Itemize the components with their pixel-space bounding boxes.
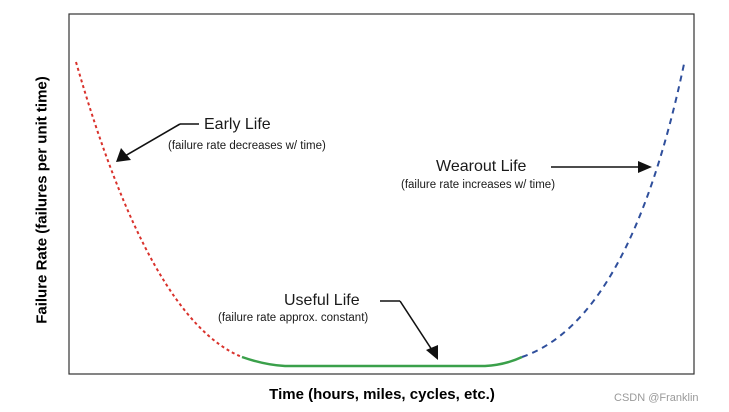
early-life-subtitle: (failure rate decreases w/ time)	[168, 140, 326, 152]
useful-life-subtitle: (failure rate approx. constant)	[218, 312, 369, 324]
x-axis-label: Time (hours, miles, cycles, etc.)	[269, 386, 495, 403]
useful-life-title: Useful Life	[284, 292, 360, 309]
plot-frame	[68, 13, 695, 375]
wearout-life-subtitle: (failure rate increases w/ time)	[401, 179, 556, 191]
y-axis-label: Failure Rate (failures per unit time)	[33, 76, 51, 324]
useful-life-arrow	[380, 300, 438, 360]
wearout-life-title: Wearout Life	[436, 158, 527, 175]
wearout-life-curve	[521, 63, 685, 358]
watermark-text: CSDN @Franklin	[614, 392, 699, 404]
useful-life-curve	[241, 355, 523, 368]
early-life-title: Early Life	[204, 116, 271, 133]
early-life-arrow	[116, 123, 199, 162]
wearout-life-arrow	[551, 161, 652, 173]
early-life-curve	[75, 61, 243, 358]
